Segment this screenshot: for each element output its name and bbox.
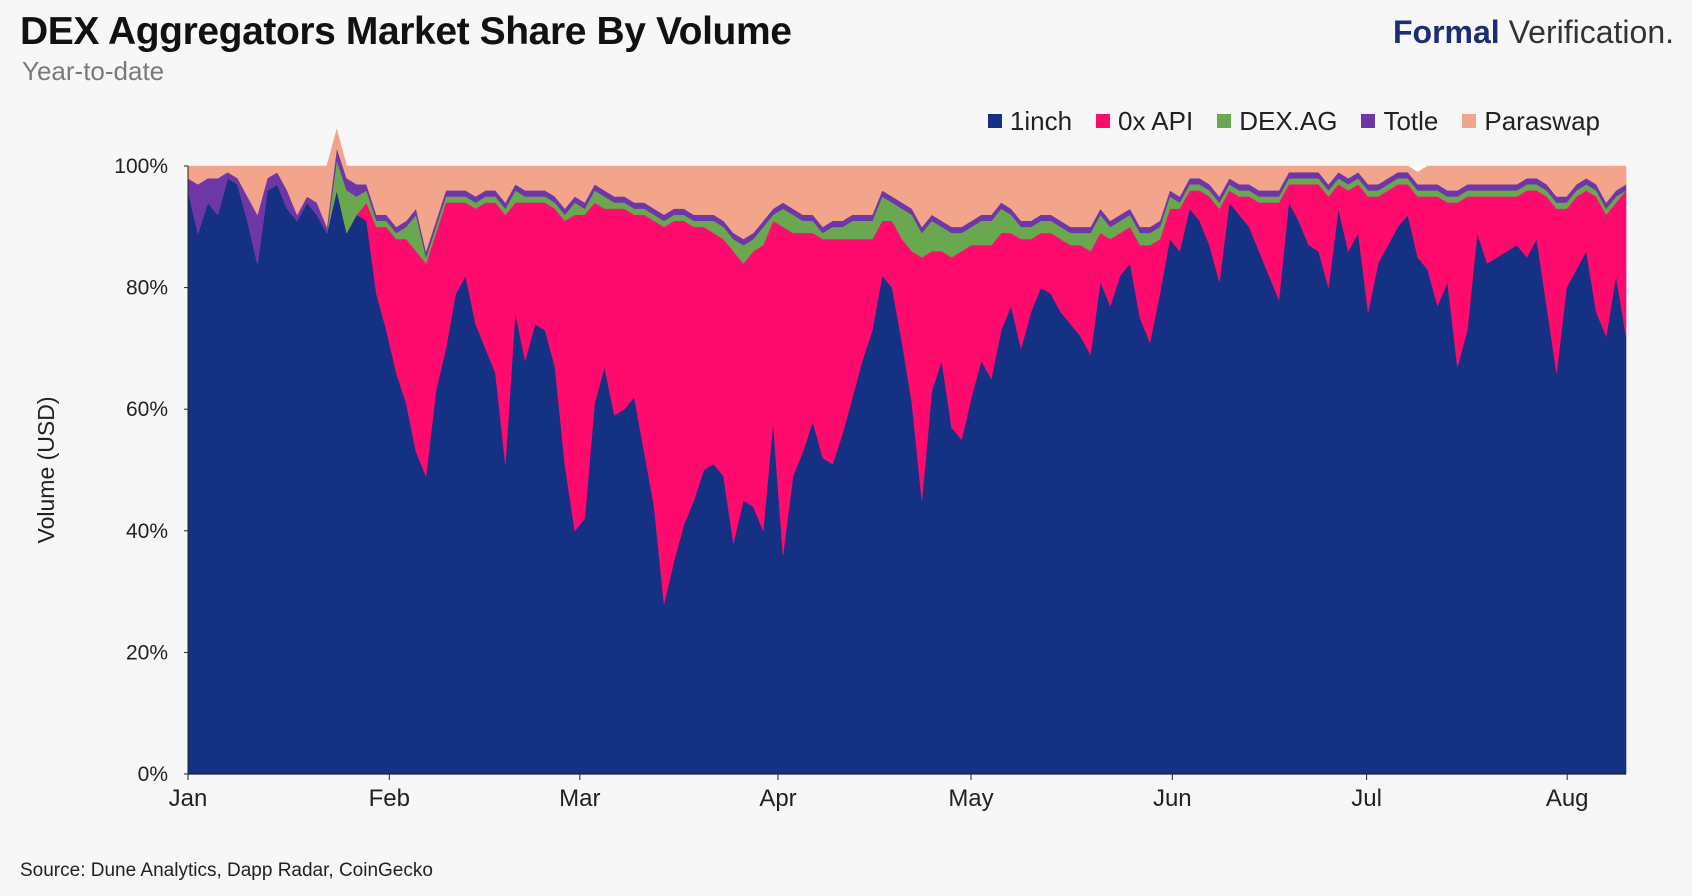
legend-item-0x-api: 0x API <box>1096 106 1193 136</box>
legend-swatch <box>987 114 1002 128</box>
y-axis-label: Volume (USD) <box>33 397 59 544</box>
legend-label: Totle <box>1383 106 1439 136</box>
plot-layer <box>187 128 1627 775</box>
legend-swatch <box>1096 114 1111 128</box>
chart-legend: 1inch 0x API DEX.AG Totle Paraswap <box>987 106 1600 136</box>
axis-layer: 0% 20% 40% 60% 80% 100% Jan Feb Mar Apr May Jun Jul A… <box>33 155 1626 812</box>
brand-logo: Formal Verification. <box>1393 14 1674 50</box>
y-tick-label: 60% <box>126 398 168 421</box>
legend-label: 1inch <box>1009 106 1073 136</box>
x-tick-label: Aug <box>1546 785 1589 812</box>
x-tick-label: Feb <box>369 785 410 812</box>
y-tick-label: 20% <box>126 641 168 664</box>
legend-swatch <box>1217 114 1232 128</box>
brand-light-text: Verification. <box>1499 14 1674 50</box>
source-note: Source: Dune Analytics, Dapp Radar, Coin… <box>20 860 433 881</box>
x-tick-label: Jan <box>169 785 208 812</box>
brand-strong-text: Formal <box>1393 14 1500 50</box>
legend-item-totle: Totle <box>1361 106 1438 136</box>
legend-label: Paraswap <box>1484 106 1600 136</box>
y-tick-label: 100% <box>114 155 168 178</box>
chart-subtitle: Year-to-date <box>22 56 165 86</box>
y-tick-label: 80% <box>126 277 168 300</box>
legend-item-paraswap: Paraswap <box>1462 106 1600 136</box>
y-tick-label: 40% <box>126 520 168 543</box>
legend-label: DEX.AG <box>1239 106 1338 136</box>
x-tick-label: Jun <box>1153 785 1192 812</box>
legend-swatch <box>1361 114 1376 128</box>
x-tick-label: May <box>948 785 993 812</box>
x-tick-label: Jul <box>1351 785 1382 812</box>
chart-title: DEX Aggregators Market Share By Volume <box>20 10 792 53</box>
area-series-paraswap <box>187 128 1627 253</box>
legend-swatch <box>1462 114 1477 128</box>
x-tick-label: Mar <box>559 785 600 812</box>
legend-item-dex-ag: DEX.AG <box>1217 106 1337 136</box>
y-tick-label: 0% <box>138 763 168 786</box>
x-tick-label: Apr <box>759 785 796 812</box>
legend-label: 0x API <box>1118 106 1194 136</box>
legend-item-1inch: 1inch <box>987 106 1073 136</box>
